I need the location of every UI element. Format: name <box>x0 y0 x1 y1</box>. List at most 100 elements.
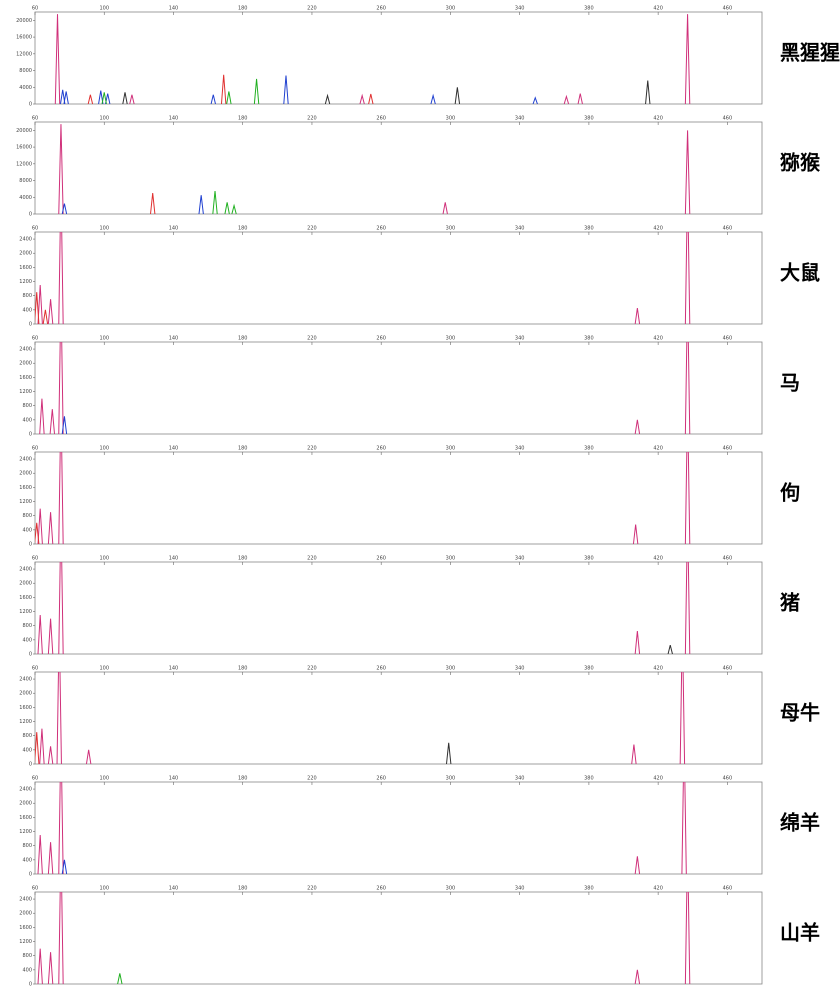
y-tick-label: 1600 <box>19 375 32 381</box>
x-tick-label: 300 <box>446 666 456 672</box>
y-tick-label: 0 <box>29 322 32 328</box>
y-tick-label: 8000 <box>19 178 32 184</box>
x-tick-label: 420 <box>653 226 663 232</box>
x-tick-label: 140 <box>169 336 179 342</box>
x-tick-label: 340 <box>515 776 525 782</box>
y-tick-label: 400 <box>22 307 32 313</box>
x-tick-label: 460 <box>723 886 733 892</box>
peak <box>563 94 570 104</box>
x-tick-label: 60 <box>32 116 38 122</box>
x-tick-label: 180 <box>238 776 248 782</box>
x-tick-label: 340 <box>515 336 525 342</box>
peak <box>37 615 43 654</box>
y-tick-label: 800 <box>22 513 32 519</box>
y-tick-label: 12000 <box>16 51 32 57</box>
peak <box>42 309 49 324</box>
y-tick-label: 2400 <box>19 347 32 353</box>
x-tick-label: 140 <box>169 226 179 232</box>
peak <box>634 419 641 434</box>
peak <box>212 190 218 214</box>
peak <box>87 94 94 104</box>
x-tick-label: 420 <box>653 116 663 122</box>
y-tick-label: 2400 <box>19 457 32 463</box>
x-tick-label: 60 <box>32 446 38 452</box>
x-tick-label: 220 <box>307 886 317 892</box>
x-tick-label: 460 <box>723 446 733 452</box>
peak <box>39 398 45 434</box>
peak <box>35 732 40 764</box>
peak <box>58 124 64 214</box>
panel: 60 100 140 180 220 260 300 340 380 420 460 0 400 800 1… <box>19 336 800 438</box>
x-tick-label: 220 <box>307 226 317 232</box>
x-tick-label: 100 <box>99 6 109 12</box>
peak <box>684 452 691 544</box>
y-tick-label: 1600 <box>19 595 32 601</box>
x-tick-label: 180 <box>238 446 248 452</box>
peak <box>198 195 204 214</box>
x-tick-label: 60 <box>32 886 38 892</box>
peak <box>684 892 691 984</box>
y-tick-label: 1200 <box>19 719 32 725</box>
x-tick-label: 140 <box>169 6 179 12</box>
plot-frame <box>34 561 763 655</box>
x-tick-label: 140 <box>169 666 179 672</box>
peak <box>324 93 331 104</box>
x-tick-label: 140 <box>169 886 179 892</box>
peak <box>37 285 43 324</box>
x-tick-label: 140 <box>169 446 179 452</box>
peak <box>631 744 637 764</box>
y-tick-label: 2400 <box>19 787 32 793</box>
y-tick-label: 8000 <box>19 68 32 74</box>
y-tick-label: 2000 <box>19 361 32 367</box>
peak <box>634 969 641 984</box>
peak <box>47 952 54 984</box>
plot-frame <box>34 891 763 985</box>
y-tick-label: 800 <box>22 733 32 739</box>
peak <box>47 746 54 764</box>
y-tick-label: 1200 <box>19 829 32 835</box>
y-tick-label: 400 <box>22 417 32 423</box>
peak <box>61 416 68 434</box>
peak <box>532 96 538 104</box>
x-tick-label: 60 <box>32 6 38 12</box>
x-tick-label: 260 <box>376 6 386 12</box>
panel-title: 大鼠 <box>780 261 820 285</box>
peak <box>47 842 54 874</box>
x-tick-label: 380 <box>584 226 594 232</box>
peak <box>58 562 64 654</box>
y-tick-label: 2000 <box>19 691 32 697</box>
peak <box>98 90 104 104</box>
x-tick-label: 180 <box>238 666 248 672</box>
panel: 60 100 140 180 220 260 300 340 380 420 460 0 400 800 1… <box>19 776 820 878</box>
y-tick-label: 0 <box>29 652 32 658</box>
peak <box>220 74 227 104</box>
x-tick-label: 380 <box>584 776 594 782</box>
panel: 60 100 140 180 220 260 300 340 380 420 460 0 400 800 1… <box>19 556 800 658</box>
y-tick-label: 400 <box>22 857 32 863</box>
x-tick-label: 420 <box>653 886 663 892</box>
x-tick-label: 260 <box>376 886 386 892</box>
y-tick-label: 4000 <box>19 195 32 201</box>
x-tick-label: 100 <box>99 116 109 122</box>
x-tick-label: 100 <box>99 226 109 232</box>
x-tick-label: 380 <box>584 116 594 122</box>
panel-title: 马 <box>780 371 800 395</box>
y-tick-label: 0 <box>29 542 32 548</box>
peak <box>359 93 365 104</box>
y-tick-label: 2000 <box>19 251 32 257</box>
x-tick-label: 420 <box>653 556 663 562</box>
panel: 60 100 140 180 220 260 300 340 380 420 460 0 400 800 1… <box>19 226 820 328</box>
x-tick-label: 340 <box>515 886 525 892</box>
peak <box>684 342 691 434</box>
plot-frame <box>34 671 763 765</box>
x-tick-label: 460 <box>723 116 733 122</box>
x-tick-label: 180 <box>238 226 248 232</box>
x-tick-label: 140 <box>169 116 179 122</box>
y-tick-label: 2000 <box>19 471 32 477</box>
x-tick-label: 220 <box>307 666 317 672</box>
peak <box>60 89 66 104</box>
plot-frame <box>34 341 763 435</box>
panel: 60 100 140 180 220 260 300 340 380 420 460 0 4000 800… <box>16 6 840 108</box>
x-tick-label: 60 <box>32 226 38 232</box>
y-tick-label: 1200 <box>19 609 32 615</box>
